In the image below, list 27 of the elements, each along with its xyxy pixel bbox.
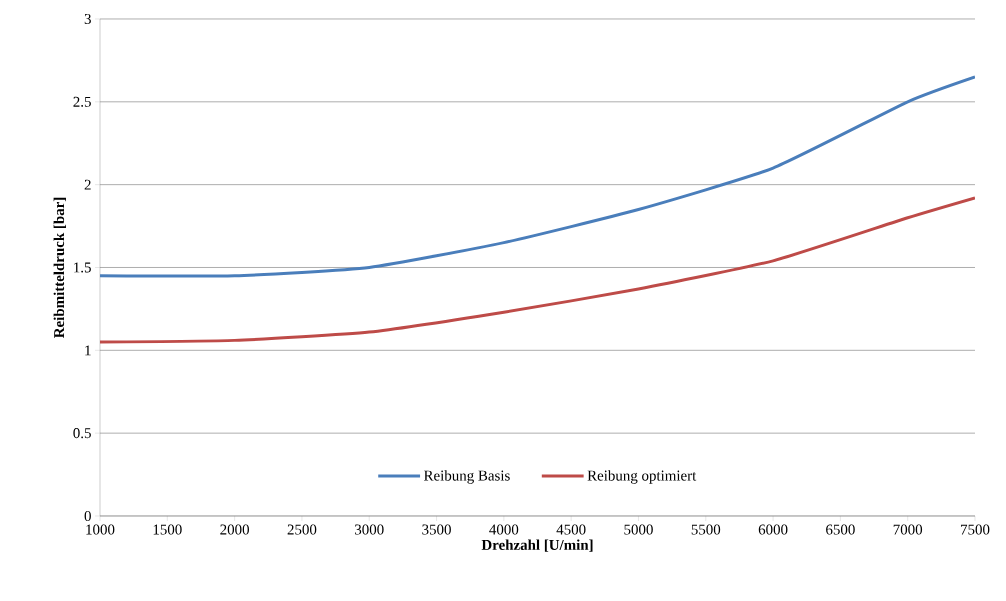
x-tick-label: 2000	[220, 524, 249, 535]
y-tick-label: 1	[85, 345, 91, 356]
y-tick-label: 0	[84, 510, 91, 522]
x-tick-label: 5000	[624, 524, 653, 535]
x-tick-label: 1000	[86, 524, 115, 535]
x-tick-label: 7500	[961, 524, 990, 535]
legend-label: Reibung optimiert	[587, 470, 697, 484]
x-tick-label: 7000	[893, 524, 923, 535]
x-tick-label: 1500	[153, 524, 182, 535]
y-tick-label: 3	[84, 13, 91, 24]
x-axis-title: Drehzahl [U/min]	[481, 539, 593, 552]
legend-label: Reibung Basis	[423, 470, 510, 484]
line-series	[100, 75, 976, 278]
x-tick-label: 3500	[422, 524, 451, 535]
y-tick-label: 1.5	[74, 262, 91, 273]
x-tick-label: 6000	[758, 524, 788, 535]
y-tick-label: 2.5	[73, 96, 91, 107]
x-tick-label: 5500	[691, 524, 721, 535]
line-series	[100, 196, 976, 344]
x-tick-label: 6500	[826, 524, 855, 535]
y-axis-title: Reibmitteldruck [bar]	[53, 197, 66, 338]
x-tick-label: 4500	[556, 524, 586, 535]
y-tick-label: 2	[84, 179, 91, 190]
x-tick-label: 3000	[355, 524, 384, 535]
x-tick-label: 4000	[489, 524, 519, 535]
y-tick-label: 0.5	[73, 428, 91, 439]
x-tick-label: 2500	[287, 524, 317, 535]
